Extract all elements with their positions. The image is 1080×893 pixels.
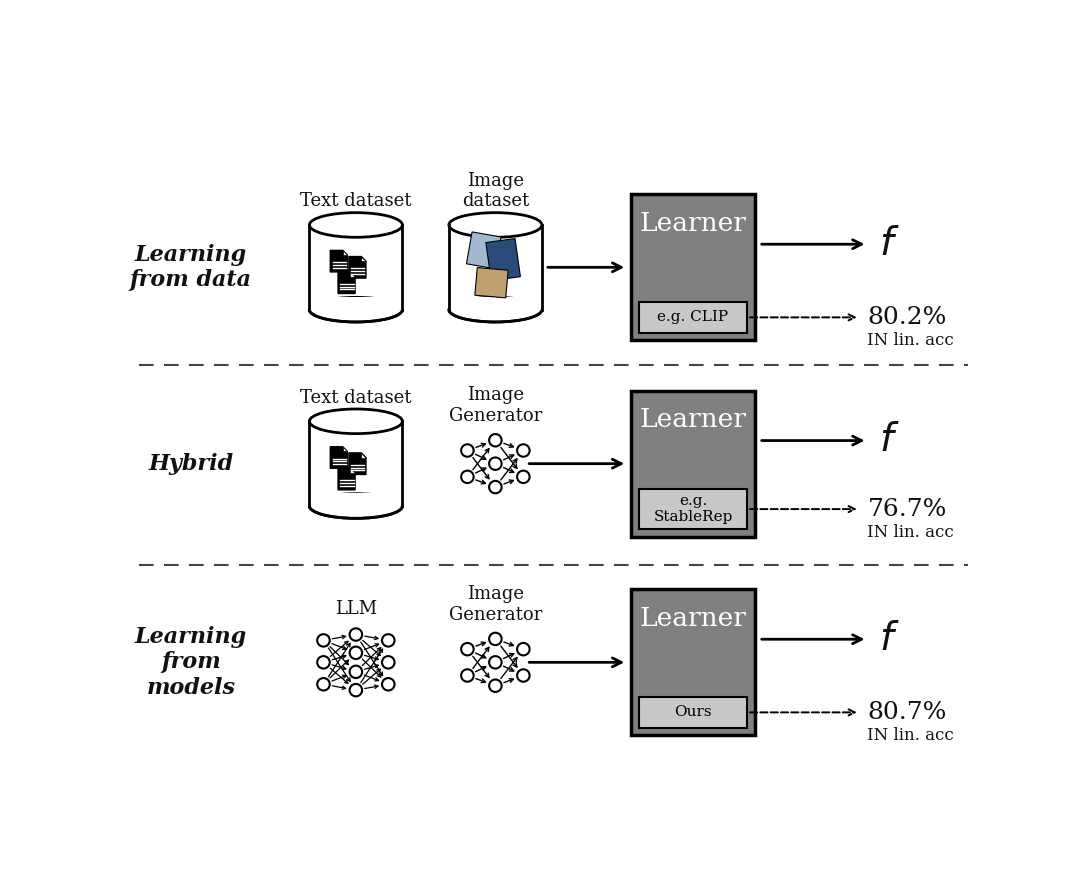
Polygon shape — [349, 453, 366, 474]
Bar — [309, 225, 403, 310]
Bar — [467, 232, 501, 269]
Polygon shape — [349, 256, 366, 278]
Circle shape — [489, 457, 501, 470]
Bar — [309, 421, 403, 506]
Text: 76.7%: 76.7% — [867, 497, 947, 521]
Bar — [309, 296, 403, 310]
Text: $f$: $f$ — [879, 422, 900, 459]
Polygon shape — [342, 446, 348, 451]
Circle shape — [382, 656, 394, 669]
Circle shape — [489, 480, 501, 493]
Text: IN lin. acc: IN lin. acc — [867, 332, 954, 349]
Circle shape — [489, 656, 501, 669]
Text: Ours: Ours — [674, 705, 712, 720]
Text: e.g.
StableRep: e.g. StableRep — [653, 494, 732, 524]
Circle shape — [350, 629, 362, 641]
Polygon shape — [330, 446, 348, 468]
Circle shape — [318, 656, 329, 669]
Text: Hybrid: Hybrid — [148, 453, 233, 475]
Circle shape — [461, 471, 474, 483]
Text: IN lin. acc: IN lin. acc — [867, 523, 954, 540]
Text: Image
dataset: Image dataset — [462, 171, 529, 211]
Circle shape — [517, 669, 529, 681]
Circle shape — [461, 643, 474, 655]
Circle shape — [489, 680, 501, 692]
Polygon shape — [350, 272, 355, 277]
Circle shape — [461, 669, 474, 681]
Polygon shape — [350, 468, 355, 473]
Text: IN lin. acc: IN lin. acc — [867, 727, 954, 744]
Circle shape — [489, 434, 501, 446]
Bar — [486, 238, 521, 280]
Circle shape — [461, 445, 474, 456]
Circle shape — [517, 471, 529, 483]
Text: Text dataset: Text dataset — [300, 388, 411, 406]
Text: Learner: Learner — [639, 407, 746, 432]
Ellipse shape — [309, 297, 403, 322]
Text: Learner: Learner — [639, 211, 746, 236]
Ellipse shape — [309, 213, 403, 238]
Polygon shape — [362, 453, 366, 457]
Bar — [631, 194, 755, 340]
Ellipse shape — [309, 409, 403, 434]
Circle shape — [350, 647, 362, 659]
Text: Learning
from data: Learning from data — [130, 244, 252, 291]
Text: Text dataset: Text dataset — [300, 192, 411, 211]
Polygon shape — [330, 250, 348, 272]
Circle shape — [318, 678, 329, 690]
Circle shape — [350, 665, 362, 678]
Bar — [449, 225, 542, 310]
Text: Learner: Learner — [639, 606, 746, 631]
Ellipse shape — [449, 297, 542, 322]
Bar — [448, 296, 542, 310]
Bar — [475, 268, 509, 298]
Text: 80.2%: 80.2% — [867, 306, 947, 329]
Bar — [631, 589, 755, 736]
Bar — [638, 489, 747, 530]
Bar — [638, 302, 747, 333]
Circle shape — [517, 445, 529, 456]
Polygon shape — [338, 272, 355, 294]
Circle shape — [489, 633, 501, 645]
Text: LLM: LLM — [335, 600, 377, 618]
Circle shape — [350, 684, 362, 697]
Text: $f$: $f$ — [879, 621, 900, 658]
Bar — [638, 697, 747, 728]
Bar — [309, 493, 403, 506]
Bar — [631, 390, 755, 537]
Circle shape — [382, 634, 394, 647]
Ellipse shape — [449, 213, 542, 238]
Ellipse shape — [309, 494, 403, 518]
Text: Learning
from
models: Learning from models — [135, 626, 247, 698]
Polygon shape — [338, 468, 355, 490]
Circle shape — [318, 634, 329, 647]
Text: 80.7%: 80.7% — [867, 701, 947, 724]
Text: $f$: $f$ — [879, 226, 900, 263]
Text: Image
Generator: Image Generator — [449, 585, 542, 624]
Circle shape — [382, 678, 394, 690]
Polygon shape — [362, 256, 366, 261]
Text: e.g. CLIP: e.g. CLIP — [658, 311, 729, 324]
Text: Image
Generator: Image Generator — [449, 387, 542, 425]
Circle shape — [517, 643, 529, 655]
Polygon shape — [342, 250, 348, 255]
